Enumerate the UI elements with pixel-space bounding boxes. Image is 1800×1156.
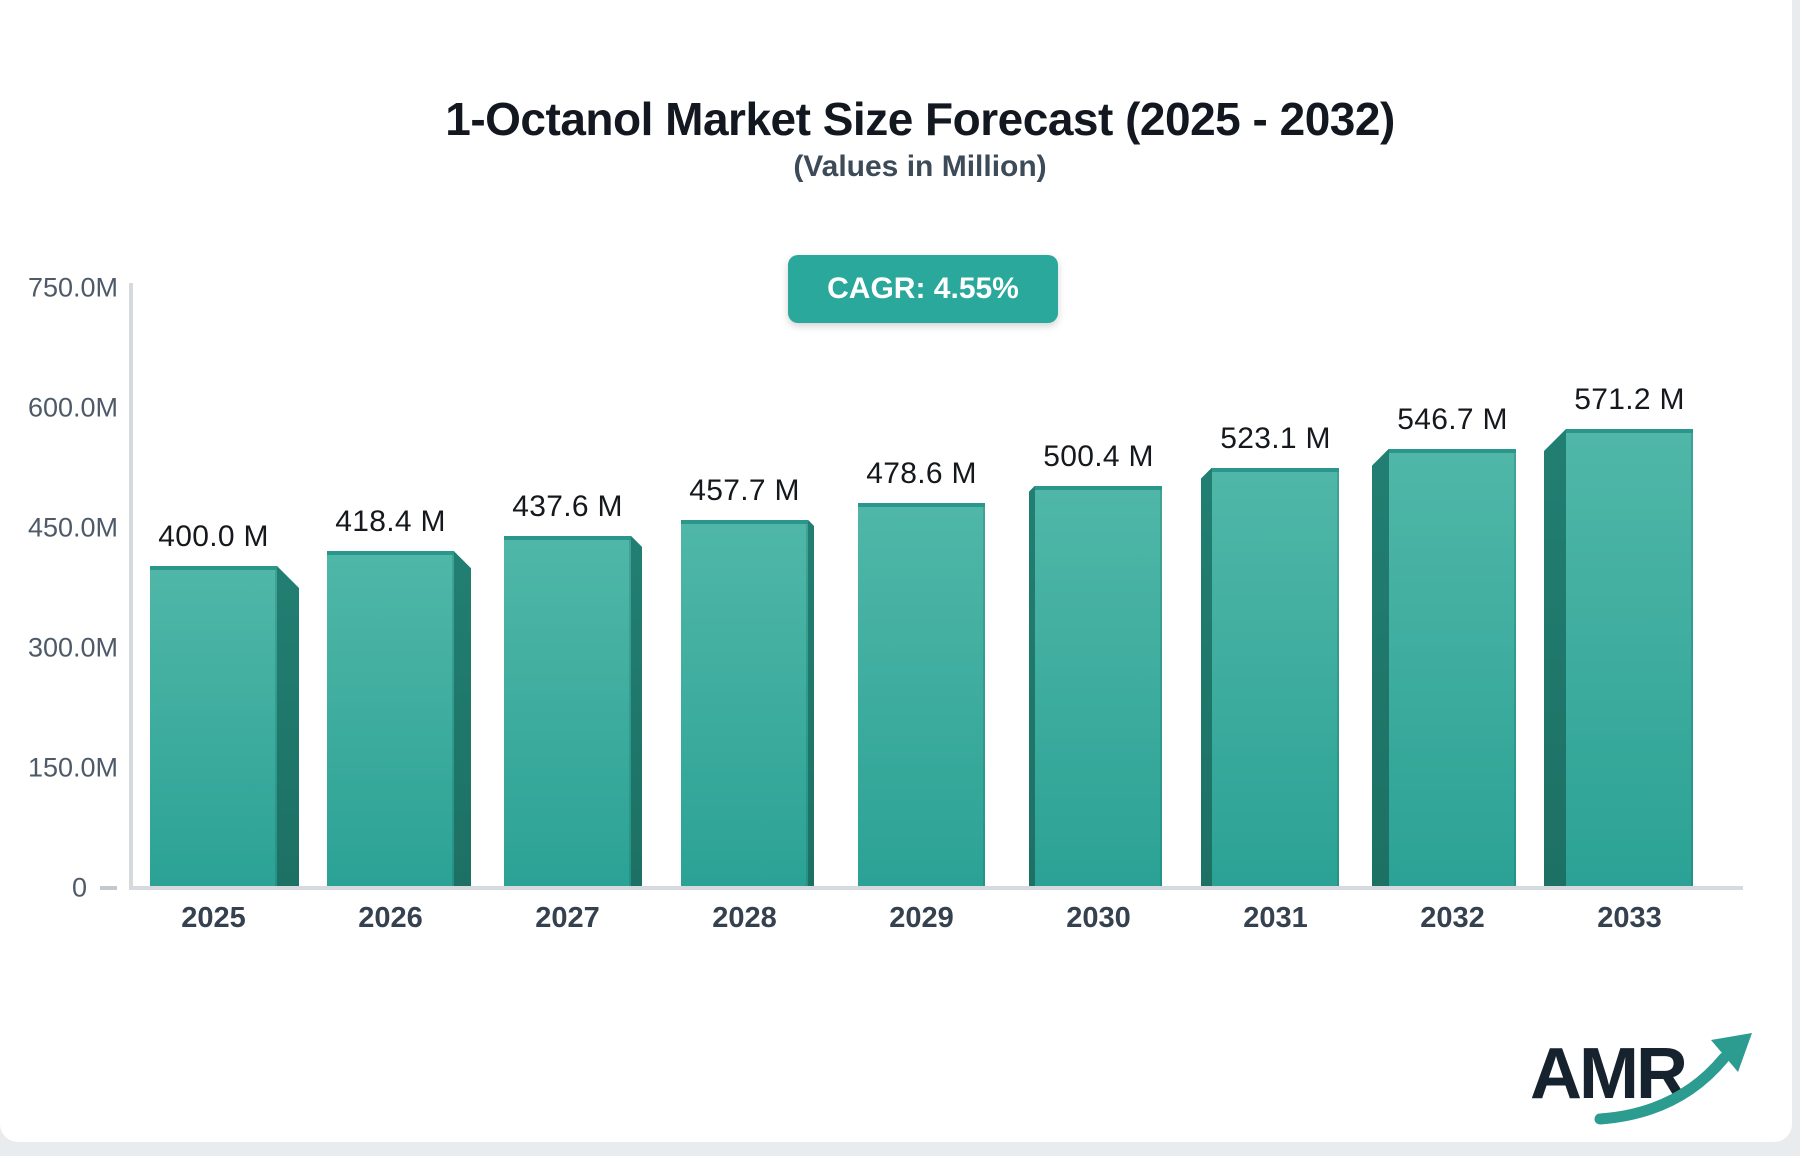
x-tick-label: 2026 [358,902,423,934]
x-tick-label: 2030 [1066,902,1131,934]
x-tick-label: 2028 [712,902,777,934]
bar [327,551,454,886]
x-tick-label: 2032 [1420,902,1485,934]
logo-arrow-swoosh [1594,1052,1730,1125]
bar-side-face [1029,485,1035,886]
y-tick-label: 300.0M [27,632,118,663]
bar-side-face [808,519,814,886]
x-tick-label: 2033 [1597,902,1662,934]
y-tick-label: 450.0M [27,512,118,543]
bar-top-edge [1389,448,1516,453]
y-tick-label: 750.0M [27,272,118,303]
x-tick-label: 2031 [1243,902,1308,934]
bar-top-edge [858,503,985,508]
bar [858,503,985,886]
y-axis-line [129,283,133,890]
bar-top-edge [1566,429,1693,434]
bar-value-label: 437.6 M [512,489,623,523]
bar-side-face [1372,448,1389,886]
bar-value-label: 523.1 M [1220,421,1331,455]
chart-title: 1-Octanol Market Size Forecast (2025 - 2… [445,93,1395,145]
x-tick-label: 2027 [535,902,600,934]
bar-value-label: 500.4 M [1043,439,1154,473]
cagr-badge: CAGR: 4.55% [788,255,1058,323]
bar [1389,448,1516,886]
bar-top-edge [150,566,277,570]
bar [1212,467,1339,886]
bar [1035,485,1162,886]
bar [1566,429,1693,886]
bar-side-face [1201,467,1212,886]
bar-side-face [277,566,299,886]
bar-top-edge [1035,485,1162,490]
y-tick-label: 600.0M [27,392,118,423]
bar-top-edge [327,551,454,556]
chart-subtitle: (Values in Million) [793,150,1047,183]
x-tick-label: 2029 [889,902,954,934]
bar-value-label: 400.0 M [158,520,269,553]
bar-value-label: 571.2 M [1574,383,1685,417]
logo-arrow-head [1711,1033,1752,1072]
bar-value-label: 457.7 M [689,473,800,507]
amr-logo: AMR [1530,1033,1752,1125]
bar [150,566,277,886]
zero-tick-dash [100,886,117,890]
x-tick-label: 2025 [181,902,246,934]
bar [504,535,631,886]
bar-side-face [454,551,471,886]
bar-top-edge [1212,467,1339,472]
bar-side-face [631,535,642,886]
x-axis-line [129,886,1743,890]
bar-top-edge [681,519,808,524]
bar-top-edge [504,535,631,540]
bar-value-label: 418.4 M [335,505,446,539]
bar-side-face [1544,429,1566,886]
bar-value-label: 546.7 M [1397,402,1508,436]
bar [681,519,808,886]
y-tick-label: 150.0M [27,752,118,783]
y-tick-label: 0 [71,872,87,903]
bar-value-label: 478.6 M [866,457,977,491]
